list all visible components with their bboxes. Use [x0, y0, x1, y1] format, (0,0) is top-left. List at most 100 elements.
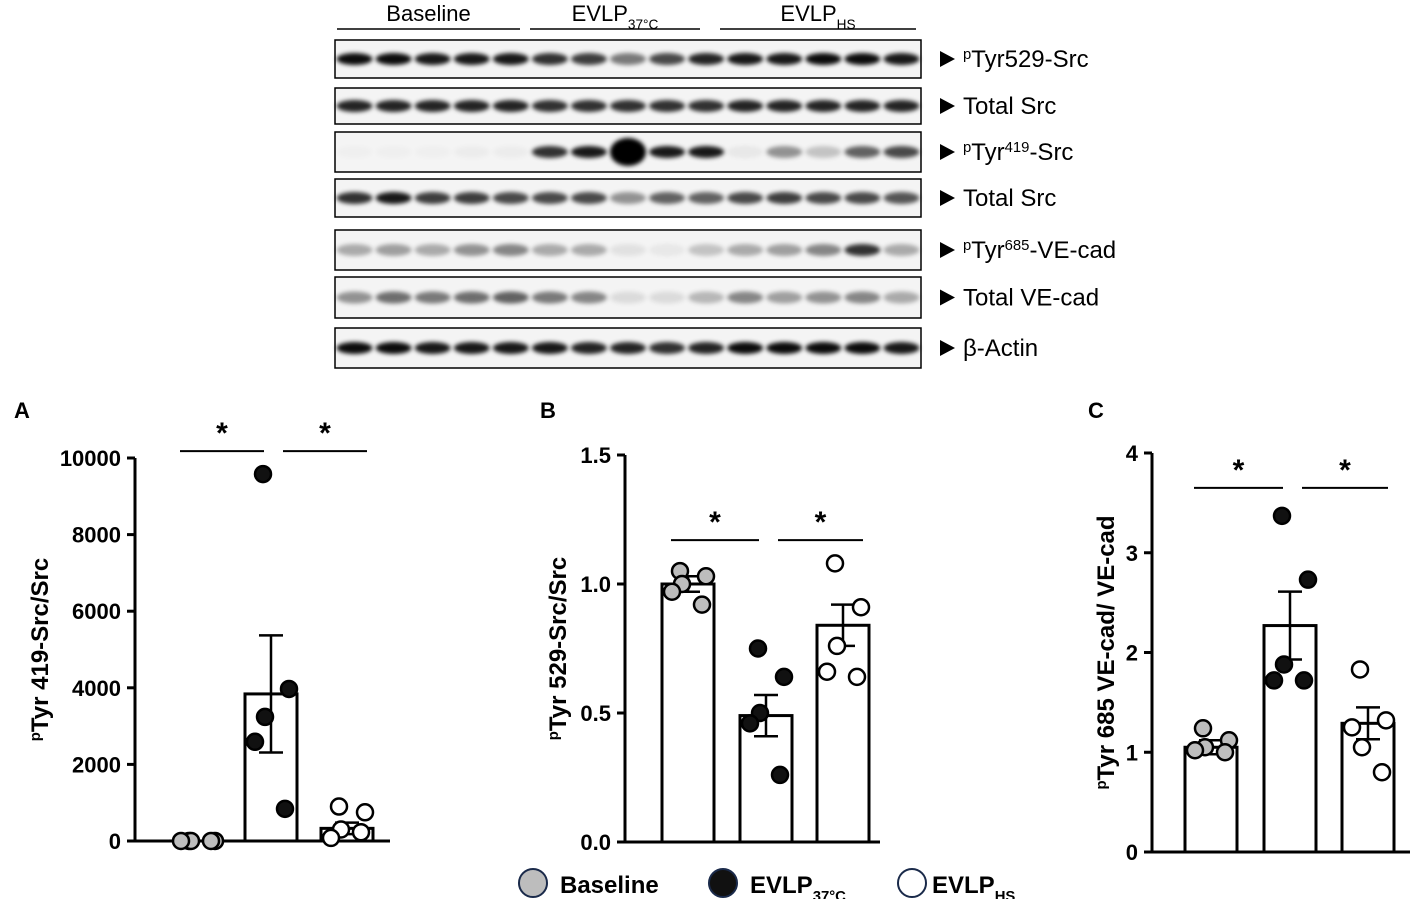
y-tick-label: 0	[1126, 840, 1138, 865]
blot-band	[649, 146, 686, 158]
blot-band	[649, 244, 686, 256]
panel-label: B	[540, 398, 556, 423]
row-label: pTyr419-Src	[963, 139, 1073, 166]
blot-band	[336, 192, 373, 204]
blot-band	[844, 146, 881, 158]
data-point	[1272, 506, 1292, 526]
blot-band	[727, 291, 764, 304]
data-point	[1372, 762, 1392, 782]
data-point	[245, 732, 265, 752]
blot-band	[610, 192, 646, 204]
blot-band	[649, 291, 686, 304]
blot-band	[883, 100, 920, 112]
blot-band	[453, 100, 490, 112]
blot-band	[570, 244, 607, 256]
data-point	[275, 799, 295, 819]
label-part: EVLP	[750, 872, 813, 899]
label-part: Total Src	[963, 185, 1056, 212]
blot-band	[453, 192, 490, 204]
blot-band	[531, 53, 568, 65]
blot-band	[531, 291, 568, 304]
label-part: p	[28, 732, 44, 741]
blot-band	[649, 100, 686, 112]
blot-band	[531, 244, 568, 256]
row-label: Total Src	[963, 93, 1056, 120]
y-tick-label: 1	[1126, 740, 1138, 765]
blot-band	[766, 291, 803, 304]
label-part: p	[546, 731, 562, 740]
blot-band	[727, 244, 764, 256]
label-part: Tyr 529-Src/Src	[545, 557, 572, 731]
panel-label: C	[1088, 398, 1104, 423]
significance-label: *	[1339, 454, 1351, 487]
bar	[815, 623, 871, 844]
blot-band	[570, 192, 607, 204]
label-part: p	[1094, 780, 1110, 789]
blot-band	[336, 100, 373, 112]
data-point	[825, 554, 845, 573]
data-point	[1274, 655, 1294, 674]
data-point	[279, 679, 299, 699]
label-part: β-Actin	[963, 335, 1038, 362]
blot-band	[688, 100, 725, 112]
data-point	[817, 662, 837, 681]
blot-band	[336, 291, 373, 304]
row-arrow	[940, 242, 955, 258]
label-part: p	[963, 140, 971, 156]
data-point	[748, 639, 768, 658]
blot-band	[531, 100, 568, 112]
row-arrow	[940, 144, 955, 160]
blot-band	[375, 192, 412, 204]
blot-band	[492, 342, 529, 354]
data-point	[255, 707, 275, 727]
blot-band	[376, 146, 412, 158]
row-label: pTyr685-VE-cad	[963, 237, 1116, 264]
legend-marker	[897, 868, 927, 898]
legend-label: Baseline	[560, 872, 659, 899]
blot-band	[727, 146, 764, 158]
blot-band	[336, 53, 373, 65]
blot-band	[805, 53, 842, 65]
blot-band	[805, 291, 842, 304]
blot-band	[649, 342, 686, 354]
label-part: Total Src	[963, 93, 1056, 120]
y-tick-label: 1.0	[580, 572, 611, 597]
blot-band	[414, 100, 451, 112]
data-point	[355, 803, 375, 822]
blot-band	[610, 342, 646, 354]
row-arrow	[940, 340, 955, 356]
label-part: EVLP	[780, 1, 836, 26]
label-part: -Src	[1029, 139, 1073, 166]
blot-band	[375, 244, 412, 256]
blot-band	[610, 100, 646, 112]
blot-band	[570, 100, 607, 112]
label-part: p	[963, 47, 971, 63]
significance-label: *	[1233, 454, 1245, 487]
data-point	[253, 464, 273, 484]
row-label: pTyr529-Src	[963, 46, 1089, 73]
blot-band	[766, 146, 803, 158]
error-bar	[259, 634, 283, 754]
blot-band	[337, 146, 373, 158]
blot-band	[415, 146, 451, 158]
label-part: -VE-cad	[1029, 237, 1116, 264]
blot-band	[727, 192, 764, 204]
data-point	[770, 765, 790, 785]
label-part: Tyr	[971, 237, 1004, 264]
data-point	[329, 797, 349, 816]
blot-band	[649, 53, 686, 65]
blot-band	[610, 53, 646, 65]
blot-band	[766, 342, 803, 354]
label-part: Total VE-cad	[963, 285, 1099, 312]
significance-label: *	[216, 417, 228, 450]
blot-band	[883, 53, 920, 65]
blot-band	[453, 244, 490, 256]
label-part: EVLP	[932, 872, 995, 899]
blot-band	[414, 342, 451, 354]
row-arrow	[940, 51, 955, 67]
data-point	[1193, 719, 1213, 738]
blot-band	[493, 146, 529, 158]
bar	[1183, 745, 1239, 854]
blot-band	[336, 244, 373, 256]
blot-band	[727, 53, 764, 65]
